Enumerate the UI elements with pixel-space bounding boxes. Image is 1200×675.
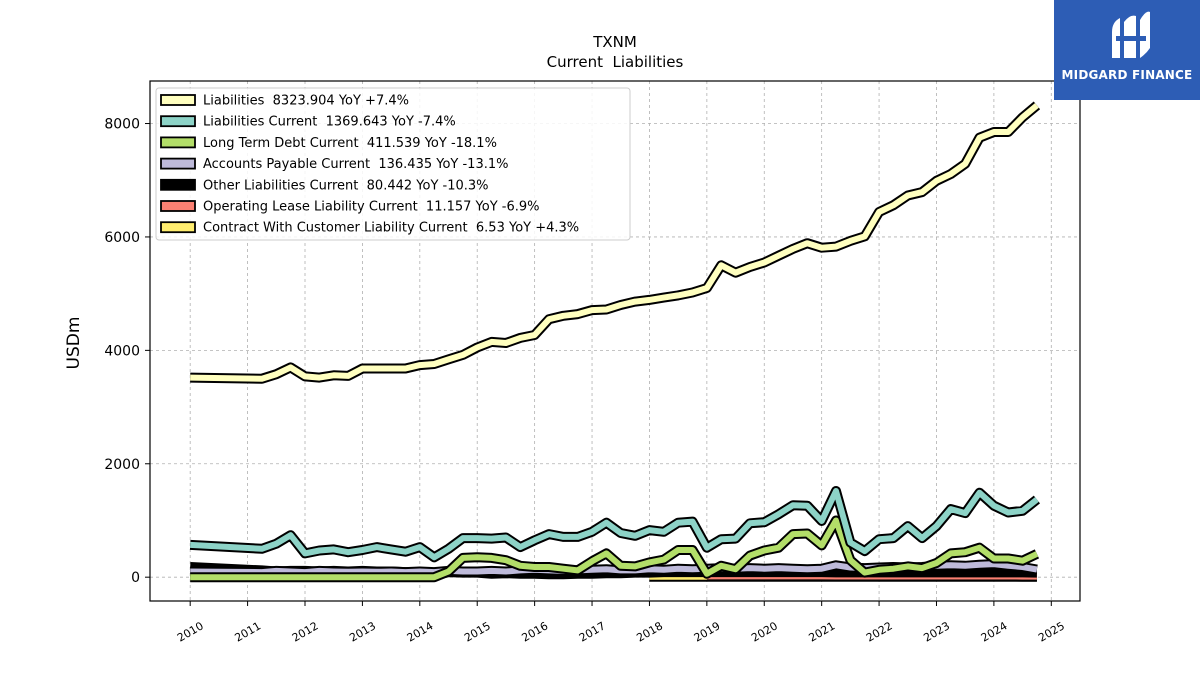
x-tick-label: 2016 — [520, 619, 551, 644]
y-tick-label: 0 — [131, 570, 140, 586]
chart-subtitle: Current Liabilities — [547, 53, 684, 71]
legend-swatch — [160, 200, 196, 212]
x-tick-label: 2015 — [462, 619, 493, 644]
series-liabilities-current — [189, 486, 1041, 563]
legend-item: Other Liabilities Current 80.442 YoY -10… — [160, 178, 489, 193]
x-tick-label: 2020 — [749, 619, 780, 644]
legend-label: Liabilities 8323.904 YoY +7.4% — [203, 94, 409, 109]
legend-item: Accounts Payable Current 136.435 YoY -13… — [160, 157, 508, 172]
x-tick-label: 2013 — [347, 619, 378, 644]
x-tick-label: 2025 — [1036, 619, 1067, 644]
y-tick-label: 2000 — [104, 457, 140, 473]
x-tick-label: 2018 — [634, 619, 665, 644]
x-tick-label: 2024 — [979, 619, 1010, 644]
plot-frame — [149, 80, 1081, 602]
x-tick-label: 2017 — [577, 619, 608, 644]
legend-swatch — [160, 115, 196, 128]
series-line — [190, 517, 1039, 581]
legend-swatch — [160, 221, 196, 234]
legend-label: Operating Lease Liability Current 11.157… — [203, 200, 540, 215]
x-tick-label: 2012 — [290, 619, 321, 644]
legend-swatch — [160, 136, 196, 149]
y-tick-label: 4000 — [104, 343, 140, 359]
legend-swatch — [160, 94, 196, 106]
x-tick-label: 2010 — [175, 619, 206, 644]
x-tick-label: 2014 — [405, 619, 436, 644]
x-tick-label: 2023 — [921, 619, 952, 644]
legend-label: Long Term Debt Current 411.539 YoY -18.1… — [203, 136, 497, 151]
x-tick-label: 2021 — [807, 619, 838, 644]
y-axis-label: USDm — [64, 317, 84, 370]
legend-swatch — [160, 157, 196, 170]
chart-title: TXNM — [592, 33, 637, 51]
midgard-finance-logo: MIDGARD FINANCE — [1054, 0, 1200, 100]
y-tick-label: 6000 — [104, 230, 140, 246]
series-layer — [189, 101, 1041, 583]
legend-box — [155, 87, 631, 241]
series-line — [190, 488, 1039, 561]
logo-text: MIDGARD FINANCE — [1061, 68, 1193, 82]
legend-swatch — [160, 178, 196, 191]
legend-item: Long Term Debt Current 411.539 YoY -18.1… — [160, 136, 497, 151]
x-tick-label: 2011 — [232, 619, 263, 644]
legend-item: Operating Lease Liability Current 11.157… — [160, 200, 540, 215]
legend-label: Other Liabilities Current 80.442 YoY -10… — [203, 178, 489, 193]
y-tick-label: 8000 — [104, 117, 140, 133]
series-line — [190, 103, 1039, 382]
legend-item: Contract With Customer Liability Current… — [160, 221, 579, 236]
legend-item: Liabilities 8323.904 YoY +7.4% — [160, 94, 409, 109]
series-liabilities — [190, 101, 1041, 384]
legend: Liabilities 8323.904 YoY +7.4% Liabilitie… — [155, 87, 631, 241]
legend-label: Contract With Customer Liability Current… — [203, 221, 579, 236]
x-tick-label: 2019 — [692, 619, 723, 644]
x-tick-label: 2022 — [864, 619, 895, 644]
logo-mark-icon — [1112, 11, 1150, 59]
legend-label: Accounts Payable Current 136.435 YoY -13… — [203, 157, 508, 172]
series-long-term-debt-current — [190, 515, 1040, 583]
legend-label: Liabilities Current 1369.643 YoY -7.4% — [203, 115, 456, 130]
legend-item: Liabilities Current 1369.643 YoY -7.4% — [160, 115, 456, 130]
